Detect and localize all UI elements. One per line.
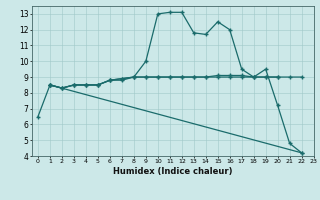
X-axis label: Humidex (Indice chaleur): Humidex (Indice chaleur) [113,167,233,176]
